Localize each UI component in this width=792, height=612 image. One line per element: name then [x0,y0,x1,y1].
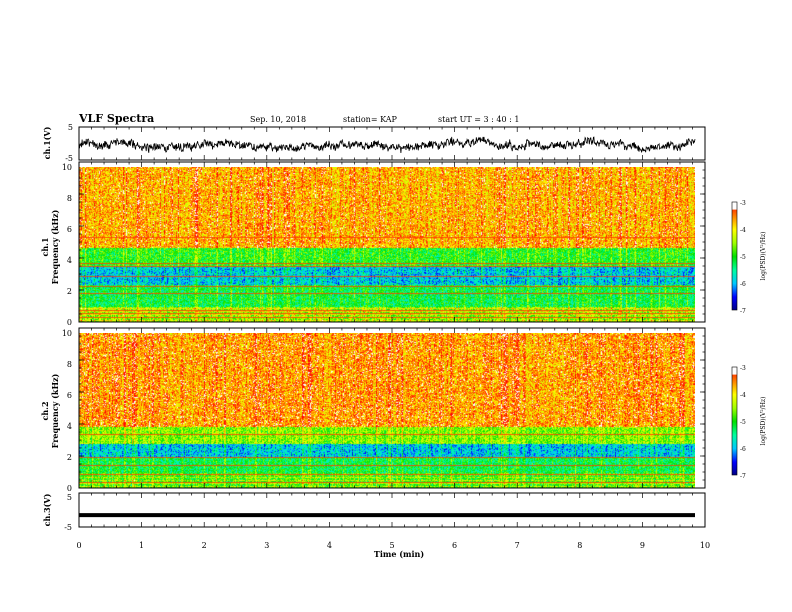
time-axis-tick-labels: 0 1 2 3 4 5 6 7 8 9 10 [76,541,710,550]
ch2-cb-tick-m3: -3 [740,365,746,372]
x-tick-label: 2 [202,541,207,550]
ch3-ytick-top: 5 [67,493,72,502]
ch1-cb-tick-m5: -5 [740,254,746,261]
ch2-ytick-8: 8 [67,360,72,369]
x-tick-label: 9 [640,541,645,550]
ch2-spectrogram-panel: 0 2 4 6 8 10 ch.2Frequency (kHz) -3 -4 -… [40,327,767,493]
x-tick-label: 3 [264,541,269,550]
ch3-waveform-panel: 5 -5 ch.3(V) 0 1 2 3 4 5 6 7 8 9 10 Time (min) [42,492,710,559]
ylabel-line: ch.1 [40,237,50,256]
ch2-ytick-2: 2 [67,453,72,462]
station-label: station= KAP [343,115,398,124]
ch1-cb-tick-m6: -6 [740,281,746,288]
x-tick-label: 10 [700,541,710,550]
ch2-colorbar-frame [731,366,738,476]
ch2-cb-tick-m6: -6 [740,446,746,453]
ch1-wave-ylabel: ch.1(V) [42,126,52,159]
ch1-ytick-top: 5 [68,123,73,132]
ch1-ytick-6: 6 [67,225,72,234]
ch2-cb-tick-m5: -5 [740,419,746,426]
ch3-wave-frame [78,492,706,528]
ch2-cb-tick-m7: -7 [740,473,746,480]
x-tick-label: 5 [389,541,394,550]
ch1-ytick-8: 8 [67,194,72,203]
start-time-label: start UT = 3 : 40 : 1 [438,115,519,124]
ch1-colorbar-label: log(PSD)(V²/Hz) [760,232,767,281]
ch2-ytick-0: 0 [67,484,72,493]
ch1-cb-tick-m3: -3 [740,200,746,207]
date-label: Sep. 10, 2018 [250,115,306,124]
x-tick-label: 7 [515,541,520,550]
ch2-ytick-10: 10 [62,329,72,338]
ch1-cb-tick-m4: -4 [740,227,746,234]
ch1-wave-ticks [78,127,706,160]
ch1-ytick-4: 4 [67,256,72,265]
ylabel-line: Frequency (kHz) [50,373,60,448]
ch1-colorbar-frame [731,201,738,311]
ch1-spectrogram-image [79,167,695,322]
ch2-colorbar [732,367,737,475]
ch3-wave-ticks [78,493,706,527]
ch3-wave-ylabel: ch.3(V) [42,493,52,526]
ch1-ytick-bottom: -5 [65,154,73,163]
ch2-spectrogram-image [79,333,695,488]
ch2-ytick-4: 4 [67,422,72,431]
x-tick-label: 0 [76,541,81,550]
x-tick-label: 6 [452,541,457,550]
ch1-ytick-0: 0 [67,318,72,327]
x-tick-label: 8 [577,541,582,550]
ch1-ytick-10: 10 [62,163,72,172]
ch2-spec-ylabel: ch.2Frequency (kHz) [40,373,60,448]
ch1-colorbar [732,202,737,310]
ch1-waveform-panel: 5 -5 ch.1(V) [42,123,706,163]
ch1-cb-tick-m7: -7 [740,308,746,315]
figure-title: VLF Spectra [78,112,154,125]
ylabel-line: ch.2 [40,401,50,420]
ch1-spectrogram-panel: 0 2 4 6 8 10 ch.1Frequency (kHz) -3 -4 -… [40,161,767,327]
ch2-ytick-6: 6 [67,391,72,400]
ylabel-line: Frequency (kHz) [50,209,60,284]
time-axis-label: Time (min) [374,549,424,559]
x-tick-label: 4 [327,541,332,550]
ch1-ytick-2: 2 [67,287,72,296]
ch1-waveform-trace [78,136,696,153]
ch3-ytick-bottom: -5 [64,523,72,532]
ch1-spec-ylabel: ch.1Frequency (kHz) [40,209,60,284]
x-tick-label: 1 [139,541,144,550]
ch2-spec-ticks [78,327,706,489]
ch1-spec-ticks [78,161,706,323]
ch2-colorbar-label: log(PSD)(V²/Hz) [760,397,767,446]
ch2-cb-tick-m4: -4 [740,392,746,399]
